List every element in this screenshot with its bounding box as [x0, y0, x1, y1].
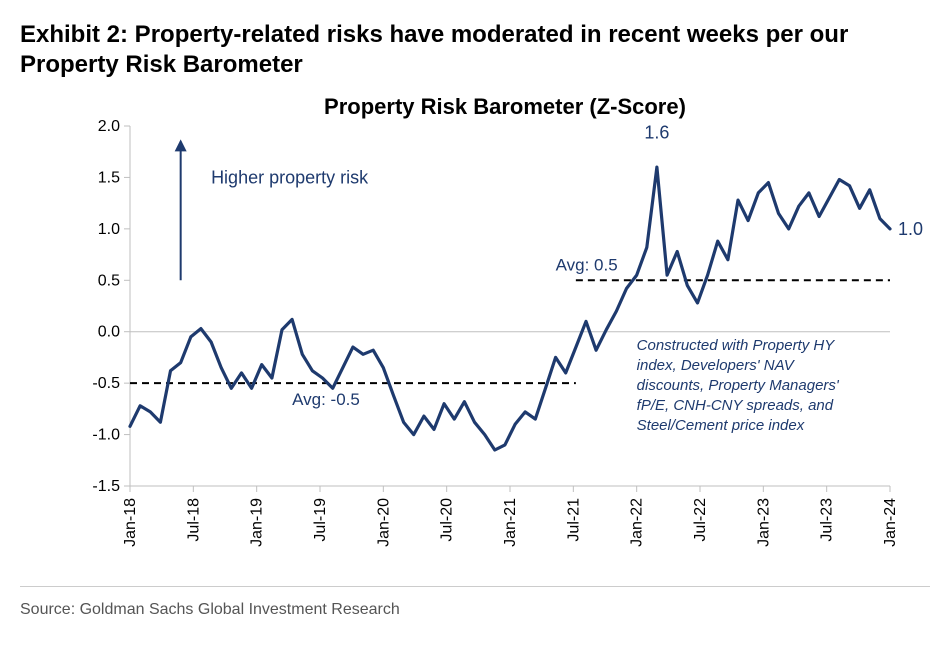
svg-text:Jan-21: Jan-21 [502, 498, 519, 547]
svg-text:fP/E, CNH-CNY spreads, and: fP/E, CNH-CNY spreads, and [637, 397, 834, 414]
svg-text:index, Developers' NAV: index, Developers' NAV [637, 357, 796, 374]
svg-text:Steel/Cement price index: Steel/Cement price index [637, 417, 805, 434]
svg-text:Jan-19: Jan-19 [249, 498, 266, 547]
svg-text:Avg: 0.5: Avg: 0.5 [556, 255, 618, 274]
source-text: Source: Goldman Sachs Global Investment … [20, 601, 930, 619]
svg-text:Jan-23: Jan-23 [755, 498, 772, 547]
svg-text:2.0: 2.0 [98, 118, 120, 135]
svg-text:Jul-19: Jul-19 [312, 498, 329, 542]
svg-text:Jan-22: Jan-22 [629, 498, 646, 547]
svg-text:Jul-20: Jul-20 [439, 498, 456, 542]
property-risk-chart: -1.5 -1.0 -0.5 0.0 0.5 1.0 1.5 2.0 Jan-18 Jul-18 J… [80, 98, 940, 566]
exhibit-title: Exhibit 2: Property-related risks have m… [20, 20, 930, 80]
svg-text:discounts, Property Managers': discounts, Property Managers' [637, 377, 840, 394]
svg-text:1.0: 1.0 [98, 221, 120, 238]
divider [20, 586, 930, 587]
svg-text:Jul-21: Jul-21 [565, 498, 582, 542]
svg-text:Jan-24: Jan-24 [882, 498, 899, 547]
chart-title: Property Risk Barometer (Z-Score) [80, 94, 930, 120]
svg-text:1.6: 1.6 [644, 122, 669, 142]
svg-text:Jul-18: Jul-18 [185, 498, 202, 542]
svg-text:0.0: 0.0 [98, 324, 120, 341]
svg-text:Constructed with Property HY: Constructed with Property HY [637, 337, 836, 354]
svg-text:Jan-20: Jan-20 [375, 498, 392, 547]
chart-container: Property Risk Barometer (Z-Score) -1.5-1… [80, 98, 930, 566]
svg-text:1.5: 1.5 [98, 169, 120, 186]
svg-text:Jul-22: Jul-22 [692, 498, 709, 542]
svg-text:-0.5: -0.5 [92, 375, 120, 392]
svg-text:-1.5: -1.5 [92, 478, 120, 495]
svg-text:Jan-18: Jan-18 [122, 498, 139, 547]
svg-text:Avg: -0.5: Avg: -0.5 [292, 390, 360, 409]
svg-text:Jul-23: Jul-23 [819, 498, 836, 542]
svg-text:Higher property risk: Higher property risk [211, 167, 369, 187]
svg-text:0.5: 0.5 [98, 272, 120, 289]
svg-text:1.0: 1.0 [898, 219, 923, 239]
svg-text:-1.0: -1.0 [92, 427, 120, 444]
